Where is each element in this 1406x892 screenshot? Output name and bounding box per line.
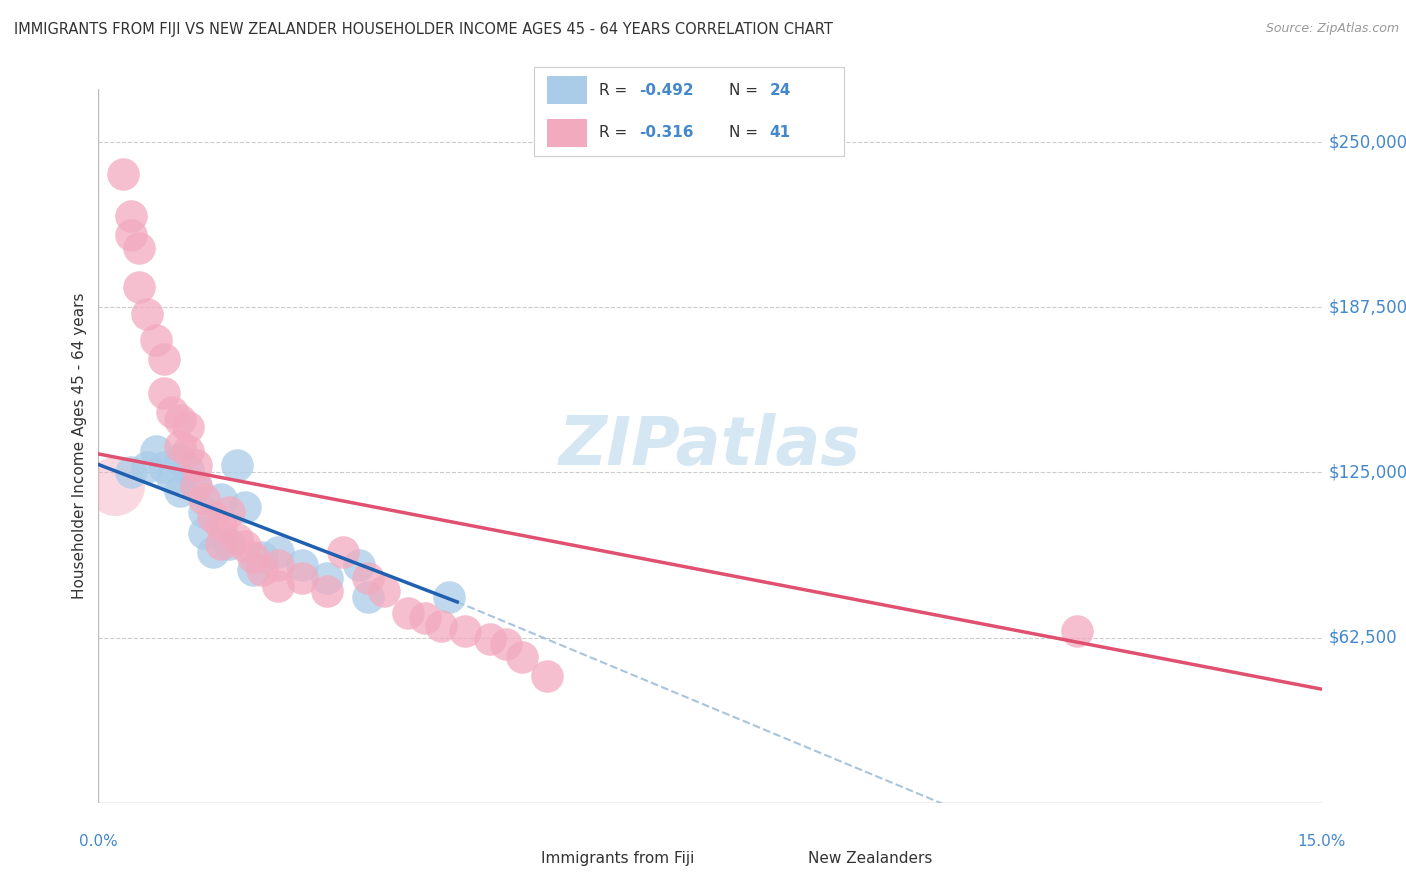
Text: ZIPatlas: ZIPatlas: [560, 413, 860, 479]
Point: [201, 545, 224, 559]
Text: $250,000: $250,000: [1329, 133, 1406, 151]
Text: 41: 41: [769, 126, 790, 140]
Point: [536, 669, 558, 683]
Point: [233, 500, 256, 514]
Point: [128, 241, 150, 255]
Point: [186, 478, 208, 492]
Text: Immigrants from Fiji: Immigrants from Fiji: [541, 851, 695, 865]
Text: R =: R =: [599, 126, 633, 140]
Point: [120, 209, 142, 223]
Point: [193, 491, 215, 506]
Point: [186, 478, 208, 492]
Text: $62,500: $62,500: [1329, 629, 1398, 647]
Point: [267, 545, 290, 559]
Point: [160, 471, 183, 485]
Point: [396, 606, 419, 620]
Point: [169, 483, 191, 498]
Point: [169, 439, 191, 453]
Point: [169, 412, 191, 426]
Point: [160, 404, 183, 418]
Point: [356, 571, 378, 585]
Text: $125,000: $125,000: [1329, 464, 1406, 482]
Point: [437, 590, 460, 604]
Point: [128, 280, 150, 294]
Point: [218, 505, 240, 519]
Point: [242, 549, 264, 564]
Point: [373, 584, 395, 599]
Text: New Zealanders: New Zealanders: [808, 851, 932, 865]
Point: [226, 532, 249, 546]
Point: [177, 463, 200, 477]
Text: N =: N =: [730, 83, 763, 97]
Point: [209, 491, 232, 506]
Text: Source: ZipAtlas.com: Source: ZipAtlas.com: [1265, 22, 1399, 36]
Text: -0.316: -0.316: [640, 126, 695, 140]
Point: [454, 624, 477, 638]
Text: N =: N =: [730, 126, 763, 140]
Text: -0.492: -0.492: [640, 83, 695, 97]
Point: [267, 579, 290, 593]
Text: $187,500: $187,500: [1329, 298, 1406, 317]
Point: [233, 540, 256, 554]
Text: IMMIGRANTS FROM FIJI VS NEW ZEALANDER HOUSEHOLDER INCOME AGES 45 - 64 YEARS CORR: IMMIGRANTS FROM FIJI VS NEW ZEALANDER HO…: [14, 22, 832, 37]
Point: [250, 563, 273, 577]
Point: [152, 351, 174, 366]
Text: 24: 24: [769, 83, 790, 97]
Point: [512, 650, 534, 665]
Point: [120, 466, 142, 480]
Point: [226, 458, 249, 472]
Point: [242, 563, 264, 577]
Point: [291, 571, 314, 585]
Point: [315, 571, 337, 585]
Text: 0.0%: 0.0%: [79, 834, 118, 849]
Point: [186, 458, 208, 472]
Y-axis label: Householder Income Ages 45 - 64 years: Householder Income Ages 45 - 64 years: [72, 293, 87, 599]
FancyBboxPatch shape: [547, 76, 586, 104]
Point: [218, 537, 240, 551]
Point: [291, 558, 314, 572]
Text: R =: R =: [599, 83, 633, 97]
Point: [169, 452, 191, 467]
Point: [250, 549, 273, 564]
Point: [1066, 624, 1088, 638]
Point: [356, 590, 378, 604]
Point: [111, 167, 134, 181]
Point: [152, 386, 174, 401]
Point: [332, 545, 354, 559]
Point: [193, 526, 215, 541]
Point: [145, 444, 167, 458]
FancyBboxPatch shape: [547, 119, 586, 147]
Point: [209, 537, 232, 551]
FancyBboxPatch shape: [534, 67, 844, 156]
Point: [177, 444, 200, 458]
Point: [104, 478, 127, 492]
Point: [136, 460, 159, 475]
Point: [413, 611, 436, 625]
Point: [177, 420, 200, 434]
Point: [120, 227, 142, 242]
Point: [495, 637, 517, 651]
Point: [209, 518, 232, 533]
Point: [193, 505, 215, 519]
Point: [201, 510, 224, 524]
Text: 15.0%: 15.0%: [1298, 834, 1346, 849]
Point: [315, 584, 337, 599]
Point: [152, 460, 174, 475]
Point: [430, 618, 453, 632]
Point: [267, 558, 290, 572]
Point: [349, 558, 371, 572]
Point: [478, 632, 501, 646]
Point: [136, 307, 159, 321]
Point: [145, 333, 167, 347]
